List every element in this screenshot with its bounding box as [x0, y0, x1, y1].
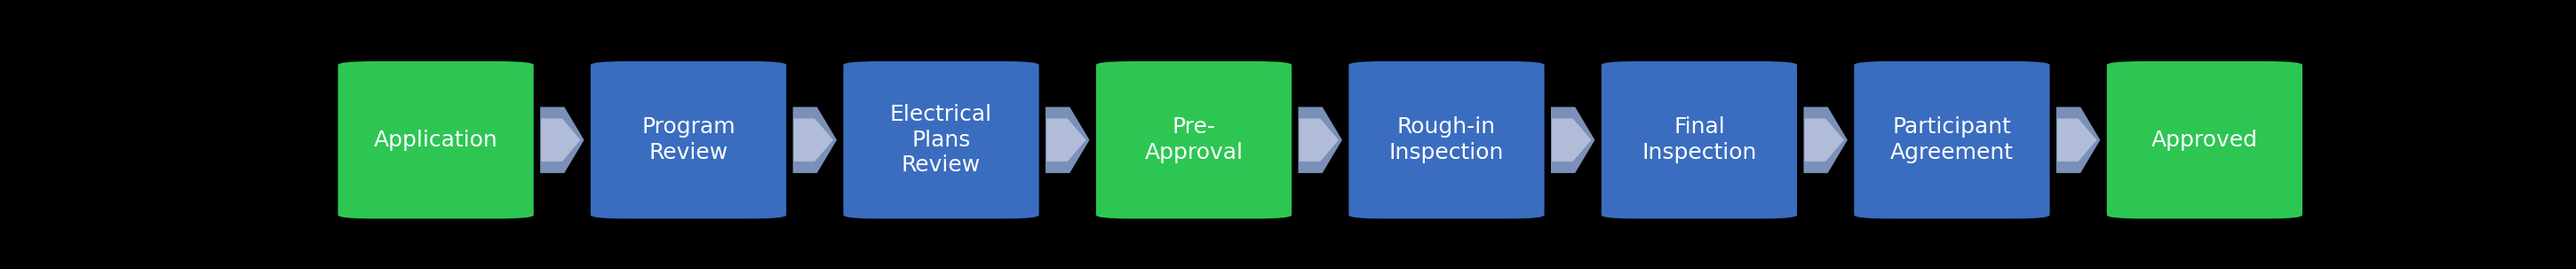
Text: Participant
Agreement: Participant Agreement [1891, 116, 2014, 163]
FancyBboxPatch shape [1350, 61, 1546, 219]
Text: Pre-
Approval: Pre- Approval [1144, 116, 1244, 163]
Polygon shape [1046, 119, 1087, 161]
Polygon shape [2056, 107, 2099, 173]
Polygon shape [1806, 119, 1844, 161]
Text: Application: Application [374, 129, 497, 151]
FancyBboxPatch shape [842, 61, 1038, 219]
Polygon shape [1298, 107, 1342, 173]
Polygon shape [1298, 119, 1340, 161]
FancyBboxPatch shape [1602, 61, 1798, 219]
Text: Final
Inspection: Final Inspection [1641, 116, 1757, 163]
Text: Approved: Approved [2151, 129, 2259, 151]
FancyBboxPatch shape [1855, 61, 2050, 219]
FancyBboxPatch shape [337, 61, 533, 219]
Polygon shape [541, 107, 585, 173]
Polygon shape [2058, 119, 2097, 161]
FancyBboxPatch shape [590, 61, 786, 219]
Text: Electrical
Plans
Review: Electrical Plans Review [891, 104, 992, 176]
Polygon shape [793, 107, 837, 173]
Text: Rough-in
Inspection: Rough-in Inspection [1388, 116, 1504, 163]
Polygon shape [1046, 107, 1090, 173]
Polygon shape [793, 119, 832, 161]
FancyBboxPatch shape [2107, 61, 2303, 219]
Polygon shape [1551, 119, 1592, 161]
Polygon shape [541, 119, 580, 161]
Polygon shape [1803, 107, 1847, 173]
Text: Program
Review: Program Review [641, 116, 734, 163]
FancyBboxPatch shape [1095, 61, 1291, 219]
Polygon shape [1551, 107, 1595, 173]
